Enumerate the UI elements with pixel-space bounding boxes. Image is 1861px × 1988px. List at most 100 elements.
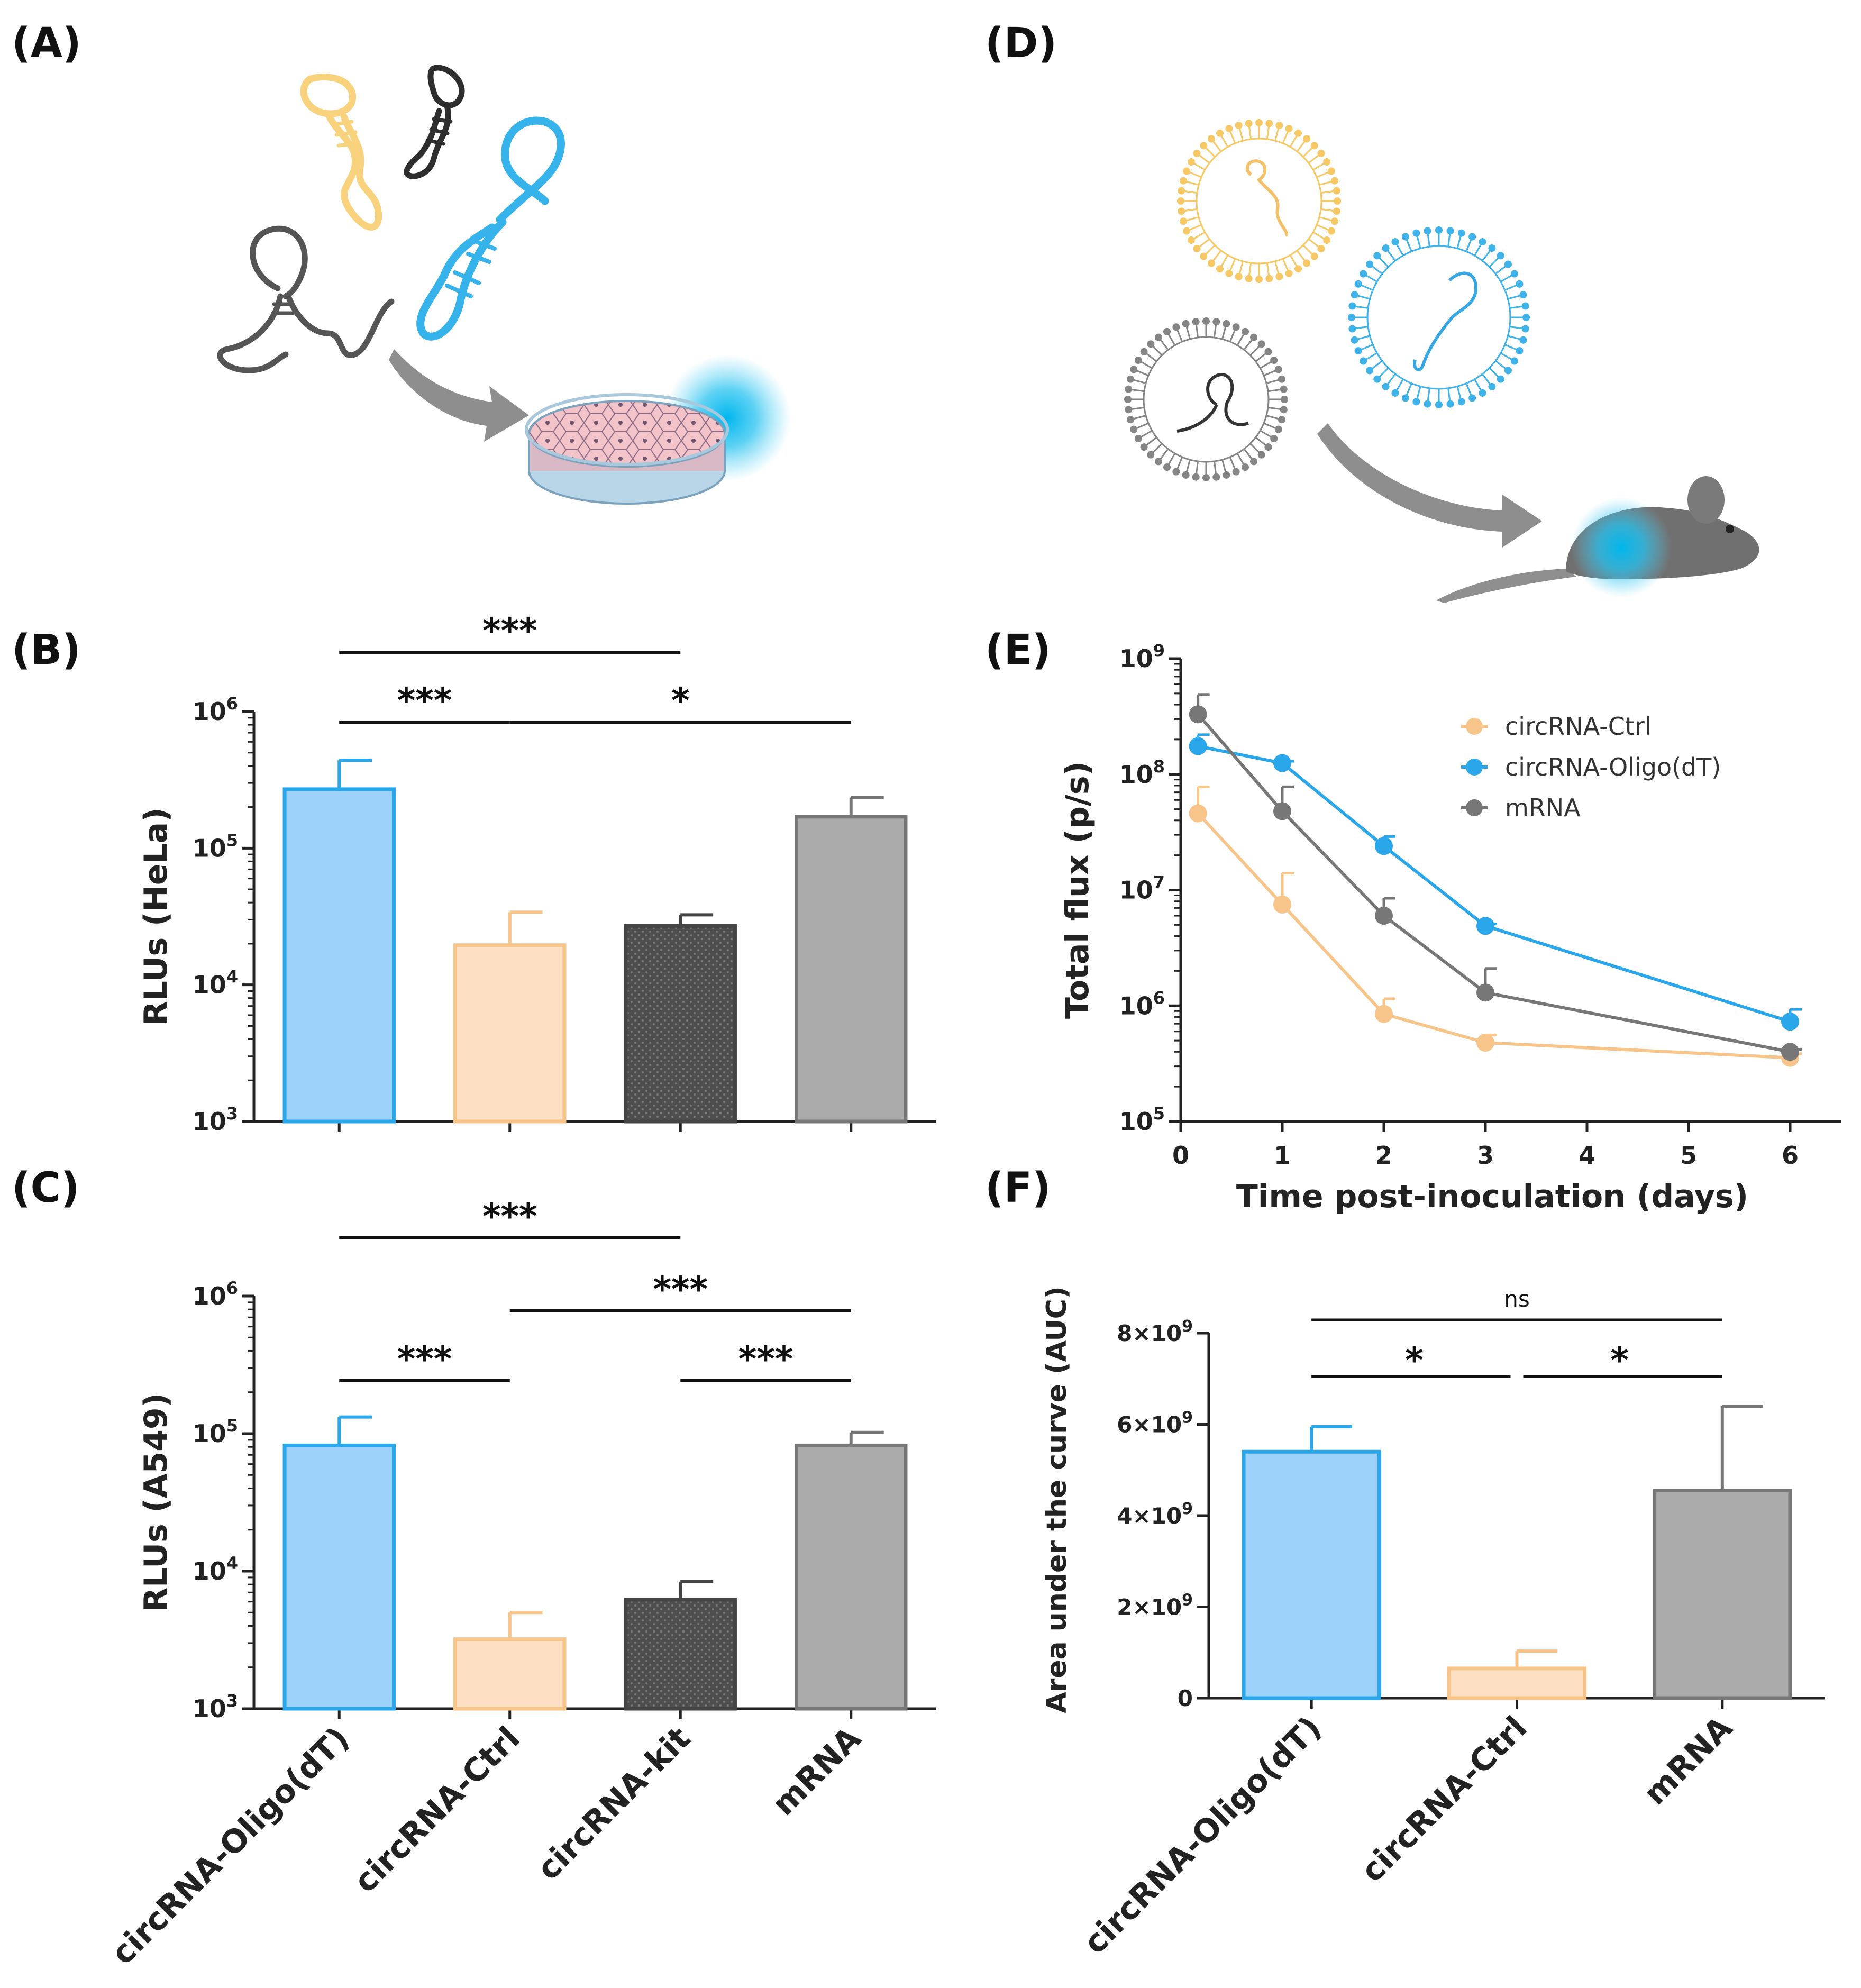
luminescence-glow — [1571, 497, 1672, 598]
bar — [1653, 1489, 1792, 1700]
lnp-lipid-head — [1510, 357, 1518, 365]
lnp-lipid-tail — [1308, 154, 1319, 164]
lnp-lipid-tail — [1312, 162, 1325, 171]
lnp-lipid-head — [1510, 270, 1518, 278]
lnp-lipid-tail — [1141, 430, 1153, 438]
lnp-lipid-head — [1317, 149, 1325, 157]
lnp-lipid-head — [1330, 217, 1338, 225]
x-tick-label: mRNA — [765, 1720, 869, 1823]
y-axis-title: RLUs (HeLa) — [138, 807, 175, 1025]
lnp-lipid-tail — [1186, 180, 1199, 186]
lnp-lipid-tail — [1427, 388, 1430, 401]
lnp-lipid-tail — [1229, 131, 1236, 144]
lnp-lipid-tail — [1308, 238, 1319, 248]
lnp-lipid-tail — [1266, 262, 1270, 276]
lnp-lipid-tail — [1282, 258, 1289, 271]
lnp-lipid-tail — [1195, 325, 1199, 338]
blue-rna-icon — [416, 116, 565, 341]
lnp-lipid-tail — [1379, 367, 1389, 378]
y-tick-label-exp: 9 — [1153, 641, 1165, 661]
lnp-lipid-head — [1360, 270, 1367, 278]
lnp-lipid-head — [1401, 233, 1409, 241]
bar — [795, 1443, 908, 1711]
lnp-lipid-tail — [1255, 353, 1266, 362]
lnp-lipid-head — [1202, 474, 1210, 481]
lnp-lipid-tail — [1474, 379, 1482, 391]
lnp-lipid-tail — [1220, 254, 1229, 267]
data-point — [1476, 983, 1494, 1002]
data-point — [1781, 1013, 1799, 1031]
lnp-lipid-tail — [1236, 334, 1245, 346]
bar — [624, 1598, 737, 1711]
lnp-lipid-tail — [1465, 239, 1472, 252]
lnp-lipid-head — [1187, 236, 1195, 244]
x-axis-title: Time post-inoculation (days) — [1236, 1178, 1748, 1215]
lnp-lipid-head — [1192, 318, 1200, 326]
lnp-lipid-tail — [1509, 326, 1522, 330]
y-tick-label-exp: 3 — [226, 1104, 238, 1124]
lnp-lipid-tail — [1213, 325, 1217, 338]
lnp-lipid-head — [1127, 416, 1135, 424]
lnp-lipid-head — [1294, 265, 1302, 273]
lnp-lipid-tail — [1249, 345, 1260, 356]
lnp-lipid-tail — [1371, 266, 1383, 275]
lnp-lipid-head — [1193, 149, 1201, 157]
lnp-lipid-head — [1207, 135, 1215, 143]
lnp-lipid-head — [1424, 400, 1431, 408]
y-axis-title: RLUs (A549) — [138, 1393, 175, 1612]
lnp-lipid-tail — [1296, 250, 1306, 261]
lnp-lipid-tail — [1319, 216, 1332, 222]
lnp-lipid-head — [1182, 320, 1190, 328]
lnp-lipid-head — [1172, 468, 1180, 476]
lnp-lipid-head — [1242, 327, 1249, 335]
lnp-lipid-tail — [1427, 234, 1430, 247]
lnp-lipid-tail — [1193, 162, 1206, 171]
lnp-lipid-head — [1232, 468, 1240, 476]
lnp-lipid-head — [1348, 314, 1355, 321]
lnp-lipid-tail — [1357, 335, 1370, 340]
x-tick-label: 4 — [1579, 1141, 1595, 1170]
lnp-lipid-tail — [1489, 367, 1499, 378]
lnp-lipid-tail — [1243, 339, 1253, 351]
lnp-lipid-tail — [1289, 135, 1298, 148]
lnp-lipid-head — [1323, 236, 1331, 244]
lnp-lipid-tail — [1221, 459, 1227, 472]
y-tick-label-base: 10 — [193, 834, 226, 862]
lnp-lipid-head — [1446, 227, 1454, 235]
bar — [1447, 1666, 1587, 1700]
lnp-lipid-tail — [1221, 326, 1227, 340]
lnp-lipid-tail — [1189, 171, 1202, 178]
lnp-lipid-tail — [1508, 335, 1520, 340]
lnp-lipid-head — [1348, 302, 1356, 310]
lnp-lipid-tail — [1365, 352, 1377, 360]
lnp-lipid-head — [1348, 325, 1356, 333]
lnp-inner-ring — [1143, 336, 1270, 463]
lnp-lipid-tail — [1199, 154, 1210, 164]
gray-rna-icon — [217, 225, 395, 373]
lnp-lipid-tail — [1387, 373, 1397, 385]
legend-marker — [1466, 718, 1483, 735]
lnp-lipid-tail — [1238, 261, 1244, 274]
lnp-lipid-tail — [1456, 236, 1462, 249]
lnp-lipid-tail — [1396, 379, 1404, 391]
y-tick-label-exp: 9 — [1182, 1500, 1193, 1518]
bar — [624, 924, 737, 1124]
x-tick-label: 5 — [1680, 1141, 1697, 1170]
lnp-lipid-head — [1330, 177, 1338, 185]
significance-label: ns — [1504, 1286, 1530, 1312]
lnp-lipid-tail — [1357, 295, 1370, 300]
x-tick-label: circRNA-Oligo(dT) — [1077, 1709, 1329, 1962]
y-tick-label: 103 — [193, 1691, 238, 1723]
lnp-lipid-head — [1285, 125, 1293, 133]
y-tick-label: 103 — [193, 1104, 238, 1136]
lnp-lipid-tail — [1136, 422, 1149, 429]
y-tick-label-exp: 5 — [226, 1416, 238, 1436]
lnp-lipid-head — [1516, 280, 1524, 288]
y-tick-label-exp: 5 — [226, 830, 238, 850]
lnp-lipid-tail — [1132, 388, 1145, 393]
lnp-lipid-head — [1479, 238, 1486, 246]
lnp-lipid-head — [1147, 340, 1155, 348]
petri-dish-icon — [525, 393, 729, 505]
